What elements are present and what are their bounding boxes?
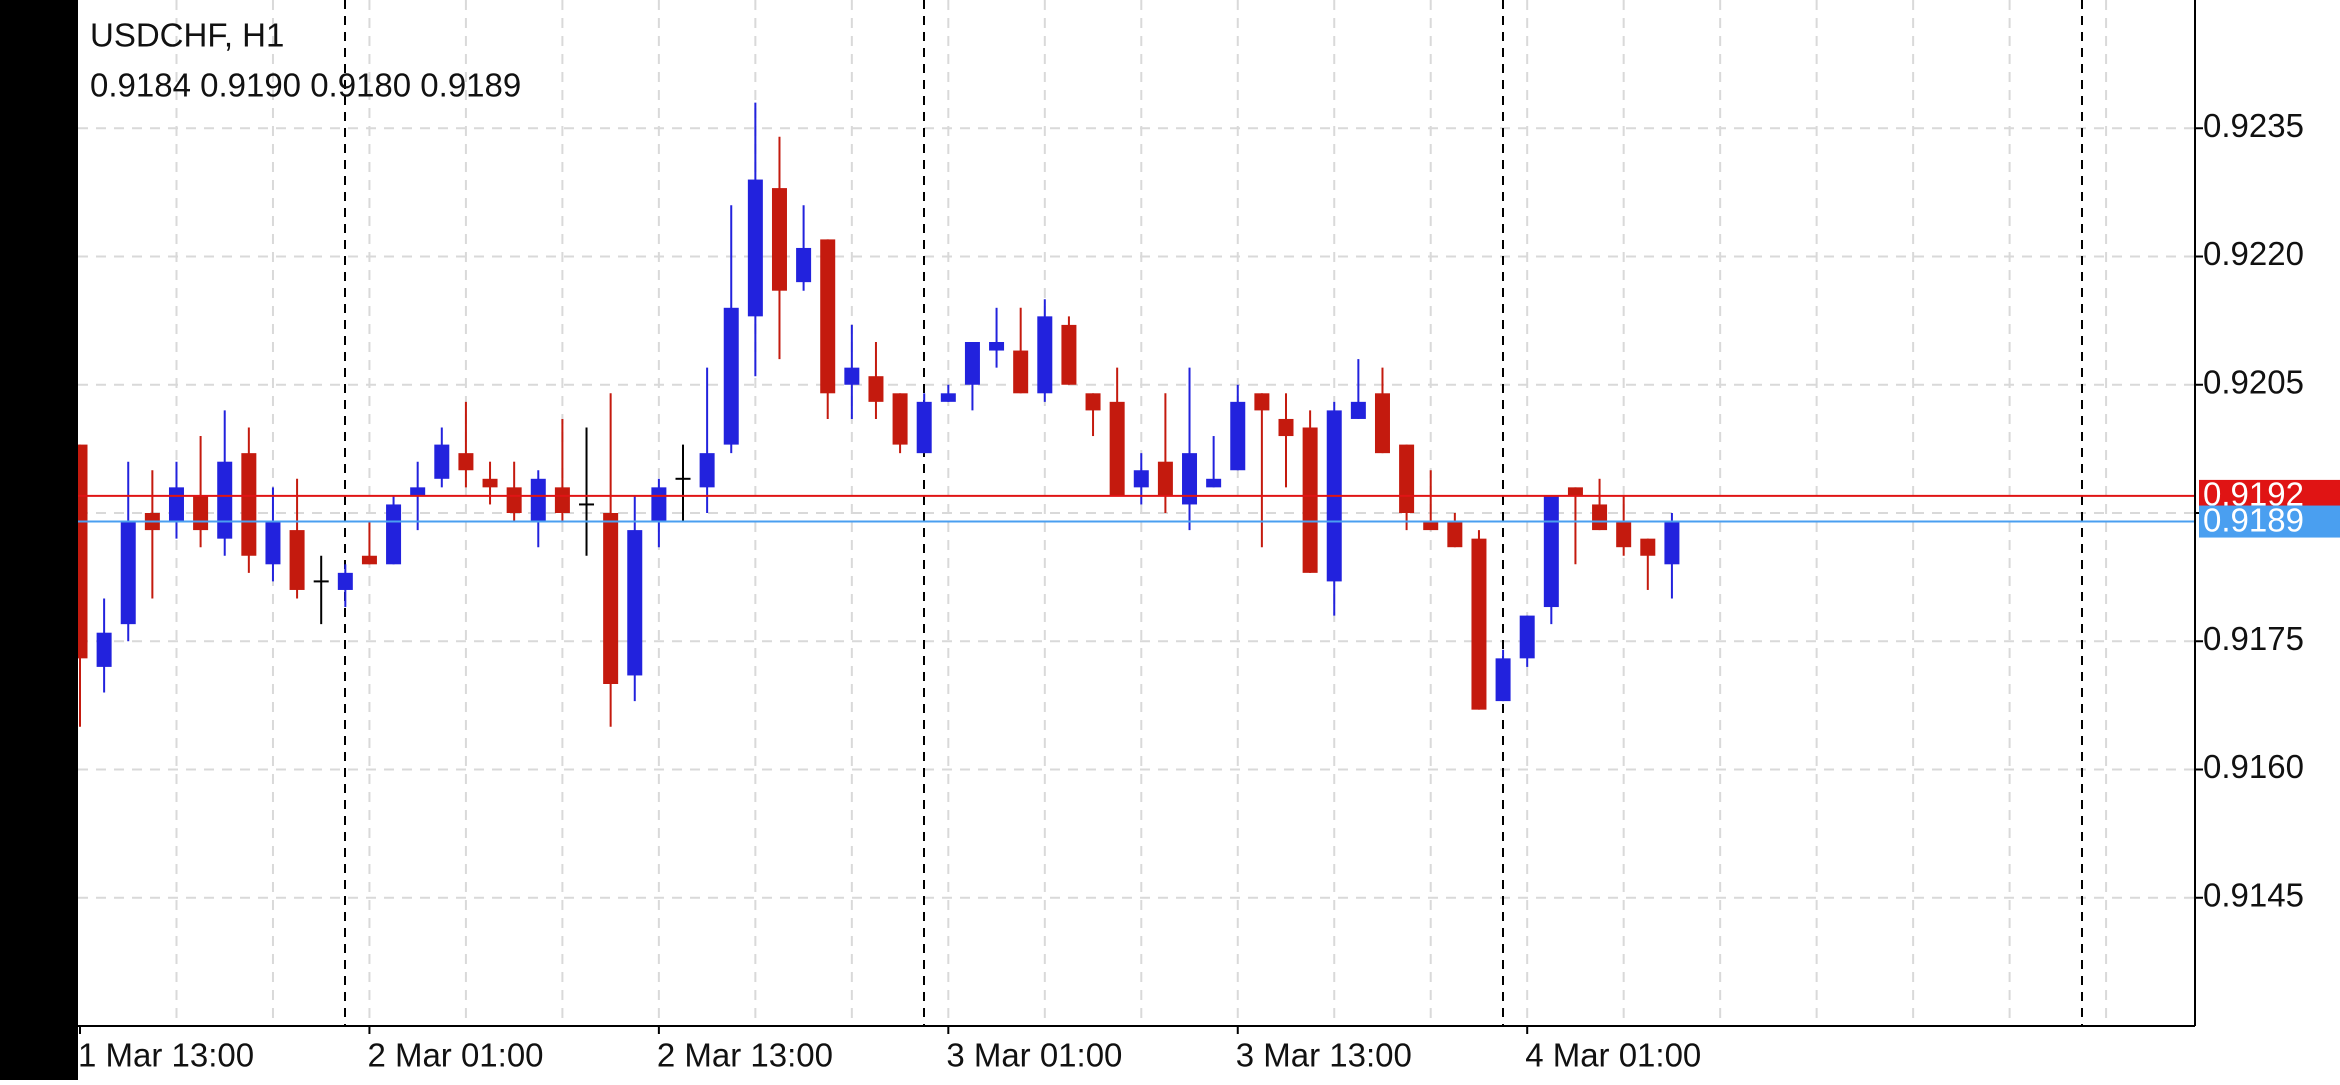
- candle-body: [1037, 316, 1053, 394]
- candle-body: [168, 487, 184, 522]
- candle-body: [603, 513, 619, 684]
- y-tick-label: 0.9220: [2203, 235, 2304, 272]
- candle-body: [120, 521, 136, 625]
- candle-body: [1447, 521, 1463, 548]
- candle-body: [1278, 418, 1294, 437]
- candle-body: [241, 453, 257, 556]
- day-separators: [344, 0, 2083, 1026]
- left-bar: [0, 0, 78, 1080]
- candle-body: [964, 342, 980, 385]
- y-tick-label: 0.9235: [2203, 107, 2304, 144]
- ohlc-info: 0.9184 0.9190 0.9180 0.9189: [90, 67, 521, 104]
- x-tick-label: 3 Mar 01:00: [946, 1037, 1122, 1074]
- candle-body: [554, 487, 570, 513]
- candle-body: [482, 478, 498, 488]
- x-tick-label: 2 Mar 13:00: [657, 1037, 833, 1074]
- chart-title: USDCHF, H1: [90, 17, 284, 54]
- x-tick-label: 2 Mar 01:00: [367, 1037, 543, 1074]
- candle-body: [1592, 504, 1608, 531]
- bid-tag-label: 0.9189: [2203, 501, 2304, 538]
- candle-body: [1374, 393, 1390, 454]
- bid-tag: [2199, 505, 2340, 538]
- candle-body: [940, 393, 956, 402]
- candle-body: [1206, 478, 1222, 488]
- candle-body: [530, 478, 546, 522]
- candle-body: [386, 504, 402, 565]
- candle-body: [651, 487, 667, 522]
- candle-body: [1109, 401, 1125, 496]
- candle-body: [1664, 521, 1680, 565]
- candle-body: [1133, 470, 1149, 488]
- candle-body: [1495, 658, 1511, 702]
- y-tick-label: 0.9175: [2203, 620, 2304, 657]
- candle-body: [458, 453, 474, 471]
- candle-body: [1543, 495, 1559, 608]
- candle-body: [892, 393, 908, 445]
- candle-body: [1013, 350, 1029, 394]
- candle-body: [1399, 444, 1415, 513]
- candle-body: [1640, 538, 1656, 556]
- candle-body: [1157, 461, 1173, 496]
- candle-body: [1254, 393, 1270, 411]
- candle-body: [1302, 427, 1318, 573]
- candle-body: [1350, 401, 1366, 419]
- candle-body: [506, 487, 522, 513]
- y-tick-label: 0.9160: [2203, 748, 2304, 785]
- x-tick-label: 3 Mar 13:00: [1236, 1037, 1412, 1074]
- candle-body: [796, 247, 812, 283]
- candle-body: [1230, 401, 1246, 471]
- candle-body: [434, 444, 450, 479]
- candle-body: [844, 367, 860, 385]
- candle-body: [747, 179, 763, 317]
- candle-body: [771, 188, 787, 291]
- candle-body: [217, 461, 233, 539]
- candle-body: [337, 572, 353, 590]
- price-lines: [78, 494, 2195, 523]
- candle-body: [627, 530, 643, 676]
- candle-body: [1567, 487, 1583, 496]
- candle-body: [289, 530, 305, 590]
- candle-body: [989, 342, 1005, 351]
- candle-body: [265, 521, 281, 565]
- candle-body: [1519, 615, 1535, 659]
- x-tick-label: 4 Mar 01:00: [1525, 1037, 1701, 1074]
- y-tick-label: 0.9205: [2203, 363, 2304, 400]
- candle-body: [1061, 324, 1077, 385]
- candle-body: [916, 401, 932, 454]
- candle-body: [1085, 393, 1101, 411]
- candle-body: [78, 444, 88, 659]
- x-tick-label: 1 Mar 13:00: [78, 1037, 254, 1074]
- candle-body: [1471, 538, 1487, 710]
- candle-body: [96, 632, 112, 667]
- candle-body: [193, 495, 209, 531]
- candle-body: [723, 307, 739, 445]
- y-tick-label: 0.9145: [2203, 876, 2304, 913]
- candle-body: [820, 239, 836, 394]
- candle-body: [361, 555, 377, 565]
- candle-body: [1616, 521, 1632, 548]
- candle-body: [868, 376, 884, 402]
- candle-body: [1423, 521, 1439, 531]
- candle-body: [1182, 453, 1198, 505]
- candle-body: [699, 453, 715, 488]
- labels: 0.92350.92200.92050.91900.91750.91600.91…: [78, 107, 2340, 1074]
- candle-body: [410, 487, 426, 496]
